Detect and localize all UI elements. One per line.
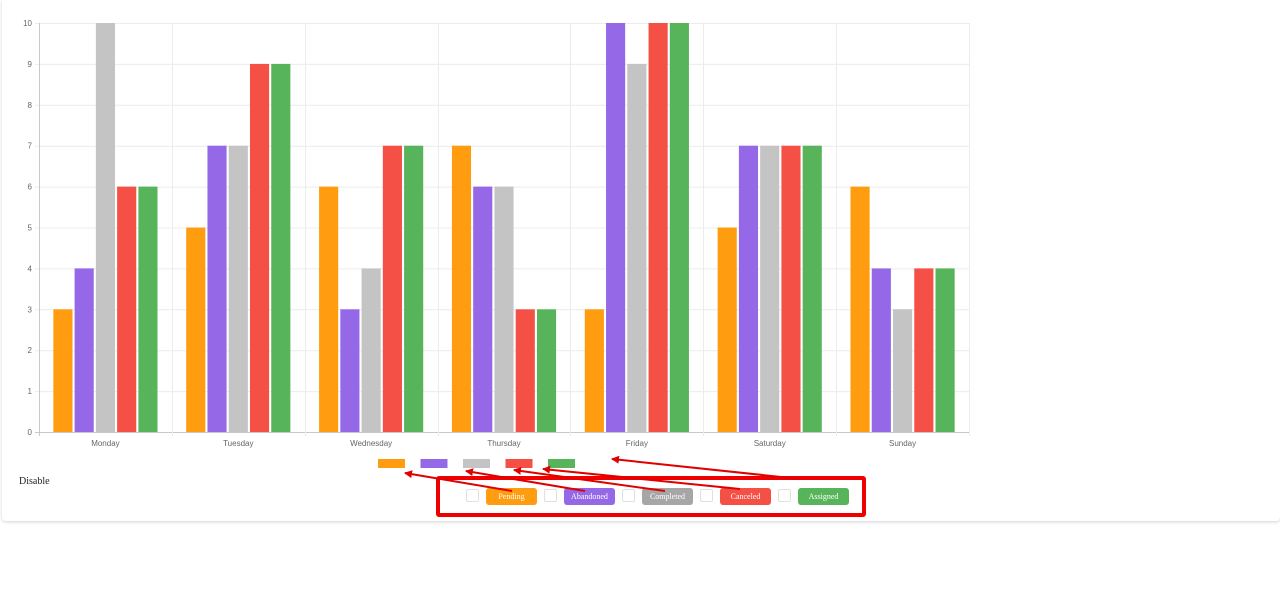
bar-pending-friday[interactable] xyxy=(584,309,604,432)
legend-swatch-canceled[interactable] xyxy=(505,459,533,468)
bar-abandoned-wednesday[interactable] xyxy=(340,309,360,432)
bar-completed-thursday[interactable] xyxy=(494,186,514,432)
y-tick-label: 5 xyxy=(28,224,33,233)
bar-pending-monday[interactable] xyxy=(53,309,73,432)
bar-completed-monday[interactable] xyxy=(95,23,115,432)
x-tick-label: Monday xyxy=(91,439,119,448)
bar-pending-sunday[interactable] xyxy=(850,186,870,432)
legend-swatch-completed[interactable] xyxy=(463,459,490,468)
legend-swatch-pending[interactable] xyxy=(378,459,405,468)
y-tick-label: 7 xyxy=(28,142,33,151)
bar-canceled-friday[interactable] xyxy=(648,23,668,432)
x-tick-label: Wednesday xyxy=(350,439,392,448)
y-tick-label: 2 xyxy=(28,346,33,355)
bar-canceled-thursday[interactable] xyxy=(515,309,535,432)
abandoned-chip[interactable]: Abandoned xyxy=(564,488,615,505)
x-tick-label: Sunday xyxy=(889,439,916,448)
bar-canceled-sunday[interactable] xyxy=(914,268,934,432)
bar-assigned-wednesday[interactable] xyxy=(404,145,424,432)
completed-checkbox[interactable] xyxy=(622,489,635,502)
bar-abandoned-tuesday[interactable] xyxy=(207,145,227,432)
legend[interactable] xyxy=(378,459,575,468)
canceled-checkbox[interactable] xyxy=(700,489,713,502)
disable-label: Disable xyxy=(19,476,50,487)
y-tick-label: 10 xyxy=(23,19,32,28)
bar-canceled-saturday[interactable] xyxy=(781,145,801,432)
x-tick-label: Saturday xyxy=(754,439,786,448)
legend-swatch-assigned[interactable] xyxy=(548,459,575,468)
bar-abandoned-monday[interactable] xyxy=(74,268,94,432)
abandoned-checkbox[interactable] xyxy=(544,489,557,502)
bar-pending-wednesday[interactable] xyxy=(319,186,339,432)
axes: 0 1 2 3 4 5 6 7 8 9 10 Monday Tuesday Wednesday Thursd… xyxy=(23,19,916,448)
bar-assigned-sunday[interactable] xyxy=(935,268,955,432)
bar-pending-saturday[interactable] xyxy=(717,227,737,433)
completed-chip[interactable]: Completed xyxy=(642,488,693,505)
bar-canceled-wednesday[interactable] xyxy=(382,145,402,432)
assigned-checkbox[interactable] xyxy=(778,489,791,502)
x-tick-label: Friday xyxy=(626,439,648,448)
bar-assigned-monday[interactable] xyxy=(138,186,158,432)
y-tick-label: 6 xyxy=(28,183,33,192)
bar-abandoned-thursday[interactable] xyxy=(473,186,493,432)
y-tick-label: 1 xyxy=(28,387,33,396)
bar-completed-saturday[interactable] xyxy=(760,145,780,432)
y-tick-label: 8 xyxy=(28,101,33,110)
assigned-chip[interactable]: Assigned xyxy=(798,488,849,505)
bar-completed-wednesday[interactable] xyxy=(361,268,381,432)
bar-assigned-thursday[interactable] xyxy=(536,309,557,432)
x-tick-label: Tuesday xyxy=(223,439,253,448)
bar-completed-friday[interactable] xyxy=(627,63,647,433)
bar-pending-thursday[interactable] xyxy=(451,145,472,432)
bar-abandoned-friday[interactable] xyxy=(606,23,626,432)
bar-canceled-monday[interactable] xyxy=(117,186,137,432)
bars xyxy=(53,23,955,433)
bar-abandoned-saturday[interactable] xyxy=(738,145,759,432)
bar-completed-sunday[interactable] xyxy=(893,309,913,432)
y-tick-label: 9 xyxy=(28,60,33,69)
pending-chip[interactable]: Pending xyxy=(486,488,537,505)
canceled-chip[interactable]: Canceled xyxy=(720,488,771,505)
bar-assigned-friday[interactable] xyxy=(669,23,689,432)
y-tick-label: 0 xyxy=(28,428,33,437)
y-tick-label: 4 xyxy=(28,264,33,273)
y-tick-label: 3 xyxy=(28,305,33,314)
bar-abandoned-sunday[interactable] xyxy=(871,268,891,432)
x-tick-label: Thursday xyxy=(487,439,520,448)
bar-canceled-tuesday[interactable] xyxy=(249,63,270,433)
bar-pending-tuesday[interactable] xyxy=(186,227,206,433)
bar-assigned-tuesday[interactable] xyxy=(271,63,291,433)
legend-swatch-abandoned[interactable] xyxy=(420,459,448,468)
bar-assigned-saturday[interactable] xyxy=(802,145,822,432)
pending-checkbox[interactable] xyxy=(466,489,479,502)
bar-completed-tuesday[interactable] xyxy=(228,145,248,432)
